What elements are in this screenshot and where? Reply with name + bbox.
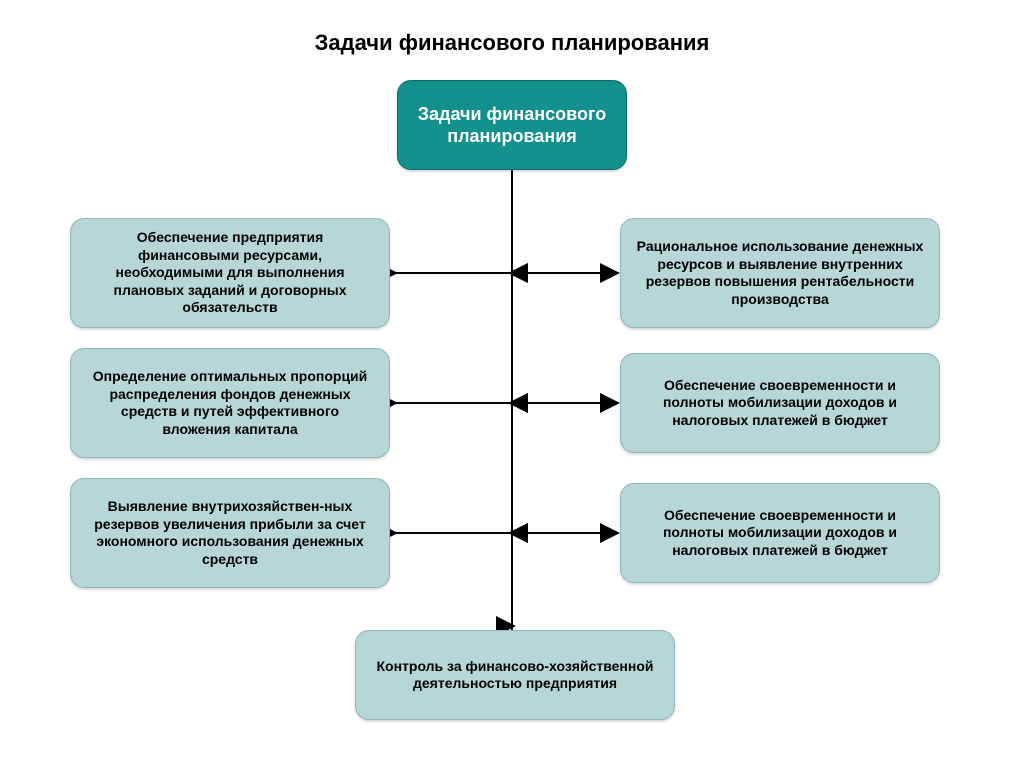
leaf-node-bottom: Контроль за финансово-хозяйственной деят…	[355, 630, 675, 720]
main-node: Задачи финансового планирования	[397, 80, 627, 170]
leaf-node-r3: Обеспечение своевременности и полноты мо…	[620, 483, 940, 583]
leaf-node-r1: Рациональное использование денежных ресу…	[620, 218, 940, 328]
leaf-node-l3: Выявление внутрихозяйствен-ных резервов …	[70, 478, 390, 588]
page-title: Задачи финансового планирования	[0, 30, 1024, 56]
leaf-node-l1: Обеспечение предприятия финансовыми ресу…	[70, 218, 390, 328]
leaf-node-l2: Определение оптимальных пропорций распре…	[70, 348, 390, 458]
diagram-canvas: Задачи финансового планирования Задачи ф…	[0, 0, 1024, 767]
leaf-node-r2: Обеспечение своевременности и полноты мо…	[620, 353, 940, 453]
